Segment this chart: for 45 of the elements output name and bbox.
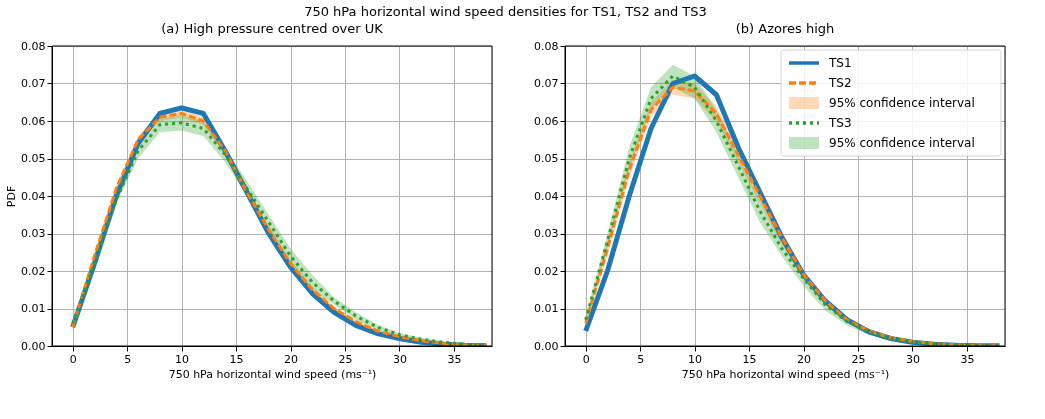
x-tick-label: 20 (797, 352, 812, 366)
y-tick-label: 0.02 (21, 264, 46, 278)
y-tick-label: 0.01 (21, 302, 46, 315)
x-axis-title: 750 hPa horizontal wind speed (ms⁻¹) (168, 367, 377, 381)
x-tick-label: 30 (392, 352, 407, 366)
annotation: 95% confidence interval (829, 96, 975, 110)
y-tick-label: 0.08 (534, 39, 559, 53)
x-axis-title: 750 hPa horizontal wind speed (ms⁻¹) (681, 367, 890, 381)
chart-subtitle: (a) High pressure centred over UK (161, 21, 384, 36)
x-tick-label: 10 (688, 352, 703, 366)
y-tick-label: 0.05 (21, 152, 46, 165)
chart-subtitle: (b) Azores high (735, 21, 835, 36)
x-tick-label: 5 (637, 352, 645, 366)
y-tick-label: 0.05 (534, 152, 559, 165)
y-tick-label: 0.04 (21, 189, 46, 203)
y-tick-label: 0.03 (534, 227, 559, 240)
y-tick-label: 0.08 (21, 39, 46, 53)
x-tick-label: 15 (742, 352, 757, 366)
y-tick-label: 0.02 (534, 264, 559, 278)
y-tick-label: 0.06 (21, 114, 46, 128)
x-tick-label: 0 (69, 352, 77, 366)
x-tick-label: 25 (851, 352, 866, 366)
annotation: 95% confidence interval (829, 136, 975, 150)
x-tick-label: 5 (124, 352, 132, 366)
y-tick-label: 0.01 (534, 302, 559, 315)
x-tick-label: 35 (447, 352, 462, 366)
legend-label: TS3 (828, 116, 852, 130)
x-tick-label: 30 (905, 352, 920, 366)
y-tick-label: 0.03 (21, 227, 46, 240)
chart-title: 750 hPa horizontal wind speed densities for TS1, TS2 and TS3 (304, 3, 707, 19)
y-tick-label: 0.04 (534, 189, 559, 203)
x-tick-label: 10 (175, 352, 190, 366)
x-tick-label: 20 (284, 352, 299, 366)
x-tick-label: 0 (582, 352, 590, 366)
y-tick-label: 0.07 (21, 77, 46, 90)
y-tick-label: 0.06 (534, 114, 559, 128)
y-tick-label: 0.07 (534, 77, 559, 90)
legend-label: TS1 (828, 56, 852, 70)
x-tick-label: 25 (338, 352, 353, 366)
x-tick-label: 35 (960, 352, 975, 366)
y-axis-title: PDF (5, 185, 19, 208)
y-tick-label: 0.00 (534, 339, 559, 353)
legend-label: TS2 (828, 76, 852, 90)
x-tick-label: 15 (229, 352, 244, 366)
y-tick-label: 0.00 (21, 339, 46, 353)
